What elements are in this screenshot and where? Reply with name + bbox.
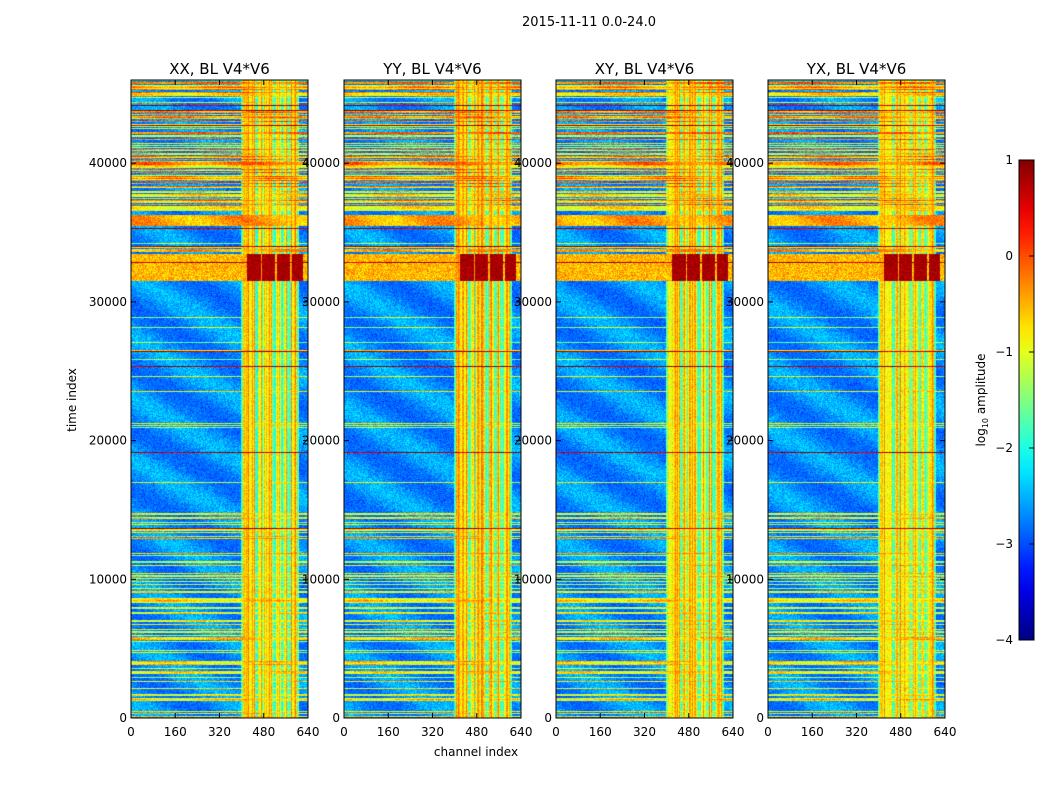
panel-title: XX, BL V4*V6 <box>169 60 270 78</box>
y-tick-label: 10000 <box>89 572 127 586</box>
x-tick-label: 320 <box>633 725 656 739</box>
y-tick-label: 40000 <box>89 156 127 170</box>
y-axis-label: time index <box>65 368 79 432</box>
x-tick-label: 320 <box>208 725 231 739</box>
panel-title: XY, BL V4*V6 <box>595 60 695 78</box>
x-tick-label: 480 <box>889 725 912 739</box>
x-tick-label: 0 <box>552 725 560 739</box>
x-tick-label: 640 <box>934 725 957 739</box>
panel-xx: XX, BL V4*V6 0 160 320 480 640 0 10000 20000 3000… <box>89 60 320 739</box>
panels-group: XX, BL V4*V6 0 160 320 480 640 0 10000 20000 3000… <box>89 60 957 739</box>
heatmap-image <box>768 80 945 718</box>
y-tick-label: 10000 <box>514 572 552 586</box>
panel-yx: YX, BL V4*V6 0 160 320 480 640 0 10000 20000 3000… <box>726 60 957 739</box>
y-tick-label: 20000 <box>726 434 764 448</box>
x-tick-label: 320 <box>421 725 444 739</box>
y-tick-label: 40000 <box>302 156 340 170</box>
heatmap-image <box>344 80 521 718</box>
x-tick-label: 160 <box>801 725 824 739</box>
y-tick-label: 30000 <box>726 295 764 309</box>
x-tick-label: 480 <box>677 725 700 739</box>
x-tick-label: 320 <box>845 725 868 739</box>
x-tick-label: 160 <box>377 725 400 739</box>
y-tick-label: 10000 <box>726 572 764 586</box>
x-tick-label: 160 <box>589 725 612 739</box>
colorbar-tick-label: 0 <box>1005 249 1013 263</box>
x-tick-label: 640 <box>297 725 320 739</box>
y-tick-label: 0 <box>119 711 127 725</box>
y-tick-label: 20000 <box>302 434 340 448</box>
colorbar-tick-label: −4 <box>995 633 1013 647</box>
colorbar-tick-label: 1 <box>1005 153 1013 167</box>
x-tick-label: 640 <box>722 725 745 739</box>
y-tick-label: 40000 <box>514 156 552 170</box>
y-tick-label: 30000 <box>514 295 552 309</box>
y-tick-label: 30000 <box>302 295 340 309</box>
y-tick-label: 20000 <box>514 434 552 448</box>
panel-title: YX, BL V4*V6 <box>806 60 907 78</box>
x-tick-label: 640 <box>510 725 533 739</box>
colorbar-tick-label: −2 <box>995 441 1013 455</box>
y-tick-label: 10000 <box>302 572 340 586</box>
x-axis-label: channel index <box>434 745 518 759</box>
y-tick-label: 0 <box>756 711 764 725</box>
x-tick-label: 160 <box>164 725 187 739</box>
x-tick-label: 480 <box>465 725 488 739</box>
panel-title: YY, BL V4*V6 <box>382 60 481 78</box>
y-tick-label: 0 <box>332 711 340 725</box>
colorbar-tick-label: −1 <box>995 345 1013 359</box>
colorbar: 1 0 −1 −2 −3 −4 log10 amplitude <box>974 153 1035 647</box>
y-tick-label: 20000 <box>89 434 127 448</box>
panel-xy: XY, BL V4*V6 0 160 320 480 640 0 10000 20000 3000… <box>514 60 745 739</box>
y-tick-label: 30000 <box>89 295 127 309</box>
heatmap-image <box>131 80 308 718</box>
heatmap-image <box>556 80 733 718</box>
y-tick-label: 40000 <box>726 156 764 170</box>
x-tick-label: 0 <box>127 725 135 739</box>
colorbar-label: log10 amplitude <box>974 354 990 447</box>
figure-title: 2015-11-11 0.0-24.0 <box>522 15 656 30</box>
x-tick-label: 0 <box>764 725 772 739</box>
y-tick-label: 0 <box>544 711 552 725</box>
x-tick-label: 480 <box>252 725 275 739</box>
panel-yy: YY, BL V4*V6 0 160 320 480 640 0 10000 20000 3000… <box>302 60 533 739</box>
colorbar-tick-label: −3 <box>995 537 1013 551</box>
colorbar-gradient <box>1018 159 1035 641</box>
x-tick-label: 0 <box>340 725 348 739</box>
